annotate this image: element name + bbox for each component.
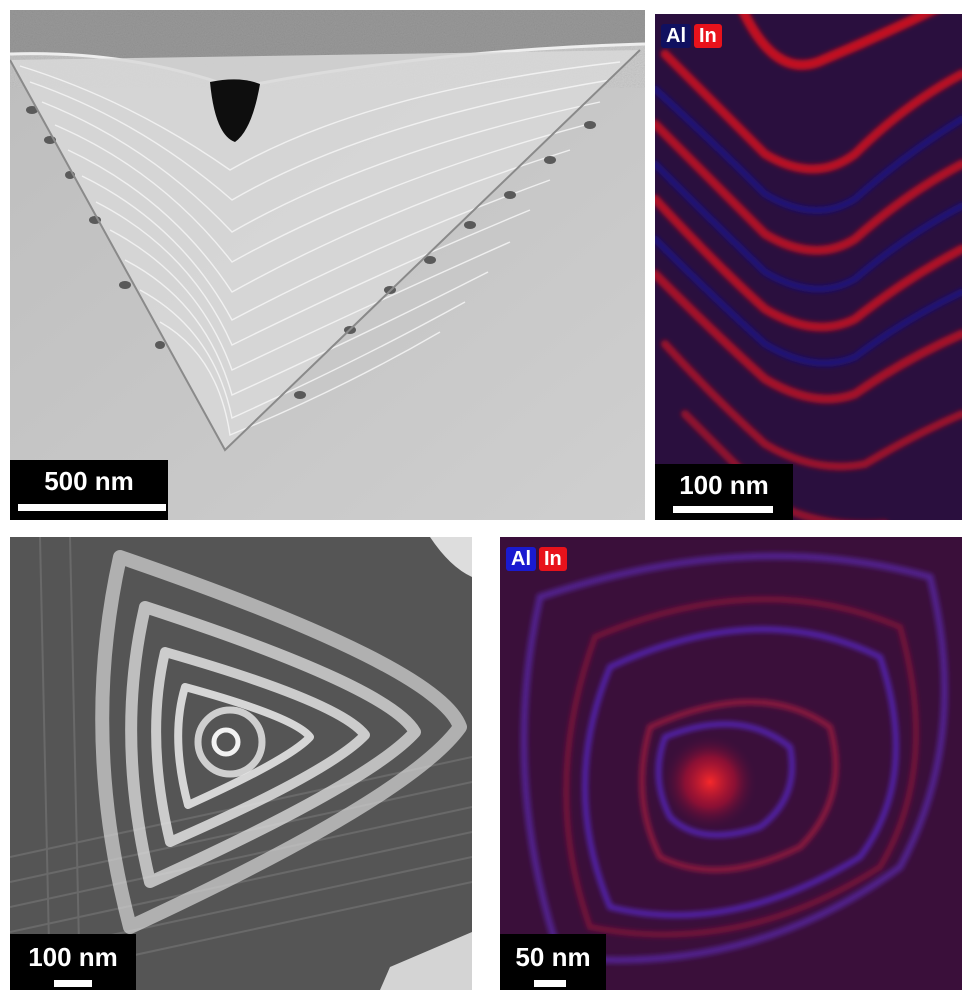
scale-bar-100nm: 100 nm bbox=[655, 464, 793, 520]
scale-bar-100nm: 100 nm bbox=[10, 934, 136, 990]
element-legend: Al In bbox=[506, 547, 567, 571]
eds-plan-view-graphic bbox=[500, 537, 962, 990]
legend-in-chip: In bbox=[694, 24, 722, 48]
scale-bar-500nm: 500 nm bbox=[10, 460, 168, 520]
scale-bar-line bbox=[54, 980, 92, 987]
legend-in-chip: In bbox=[539, 547, 567, 571]
scale-bar-line bbox=[18, 504, 166, 511]
scale-bar-line bbox=[534, 980, 566, 987]
scale-bar-label: 50 nm bbox=[515, 942, 591, 972]
legend-al-chip: Al bbox=[661, 24, 691, 48]
scale-bar-label: 500 nm bbox=[44, 466, 134, 496]
scale-bar-50nm: 50 nm bbox=[500, 934, 606, 990]
tem-plan-view-graphic bbox=[10, 537, 472, 990]
tem-cross-section-graphic bbox=[10, 10, 645, 520]
scale-bar-line bbox=[673, 506, 773, 513]
eds-map-cross-section: Al In 100 nm bbox=[655, 14, 962, 520]
scale-bar-label: 100 nm bbox=[28, 942, 118, 972]
eds-map-plan-view: Al In 50 nm bbox=[500, 537, 962, 990]
element-legend: Al In bbox=[661, 24, 722, 48]
tem-cross-section-image: 500 nm bbox=[10, 10, 645, 520]
scale-bar-label: 100 nm bbox=[679, 470, 769, 500]
eds-cross-section-graphic bbox=[655, 14, 962, 520]
tem-plan-view-image: 100 nm bbox=[10, 537, 472, 990]
legend-al-chip: Al bbox=[506, 547, 536, 571]
